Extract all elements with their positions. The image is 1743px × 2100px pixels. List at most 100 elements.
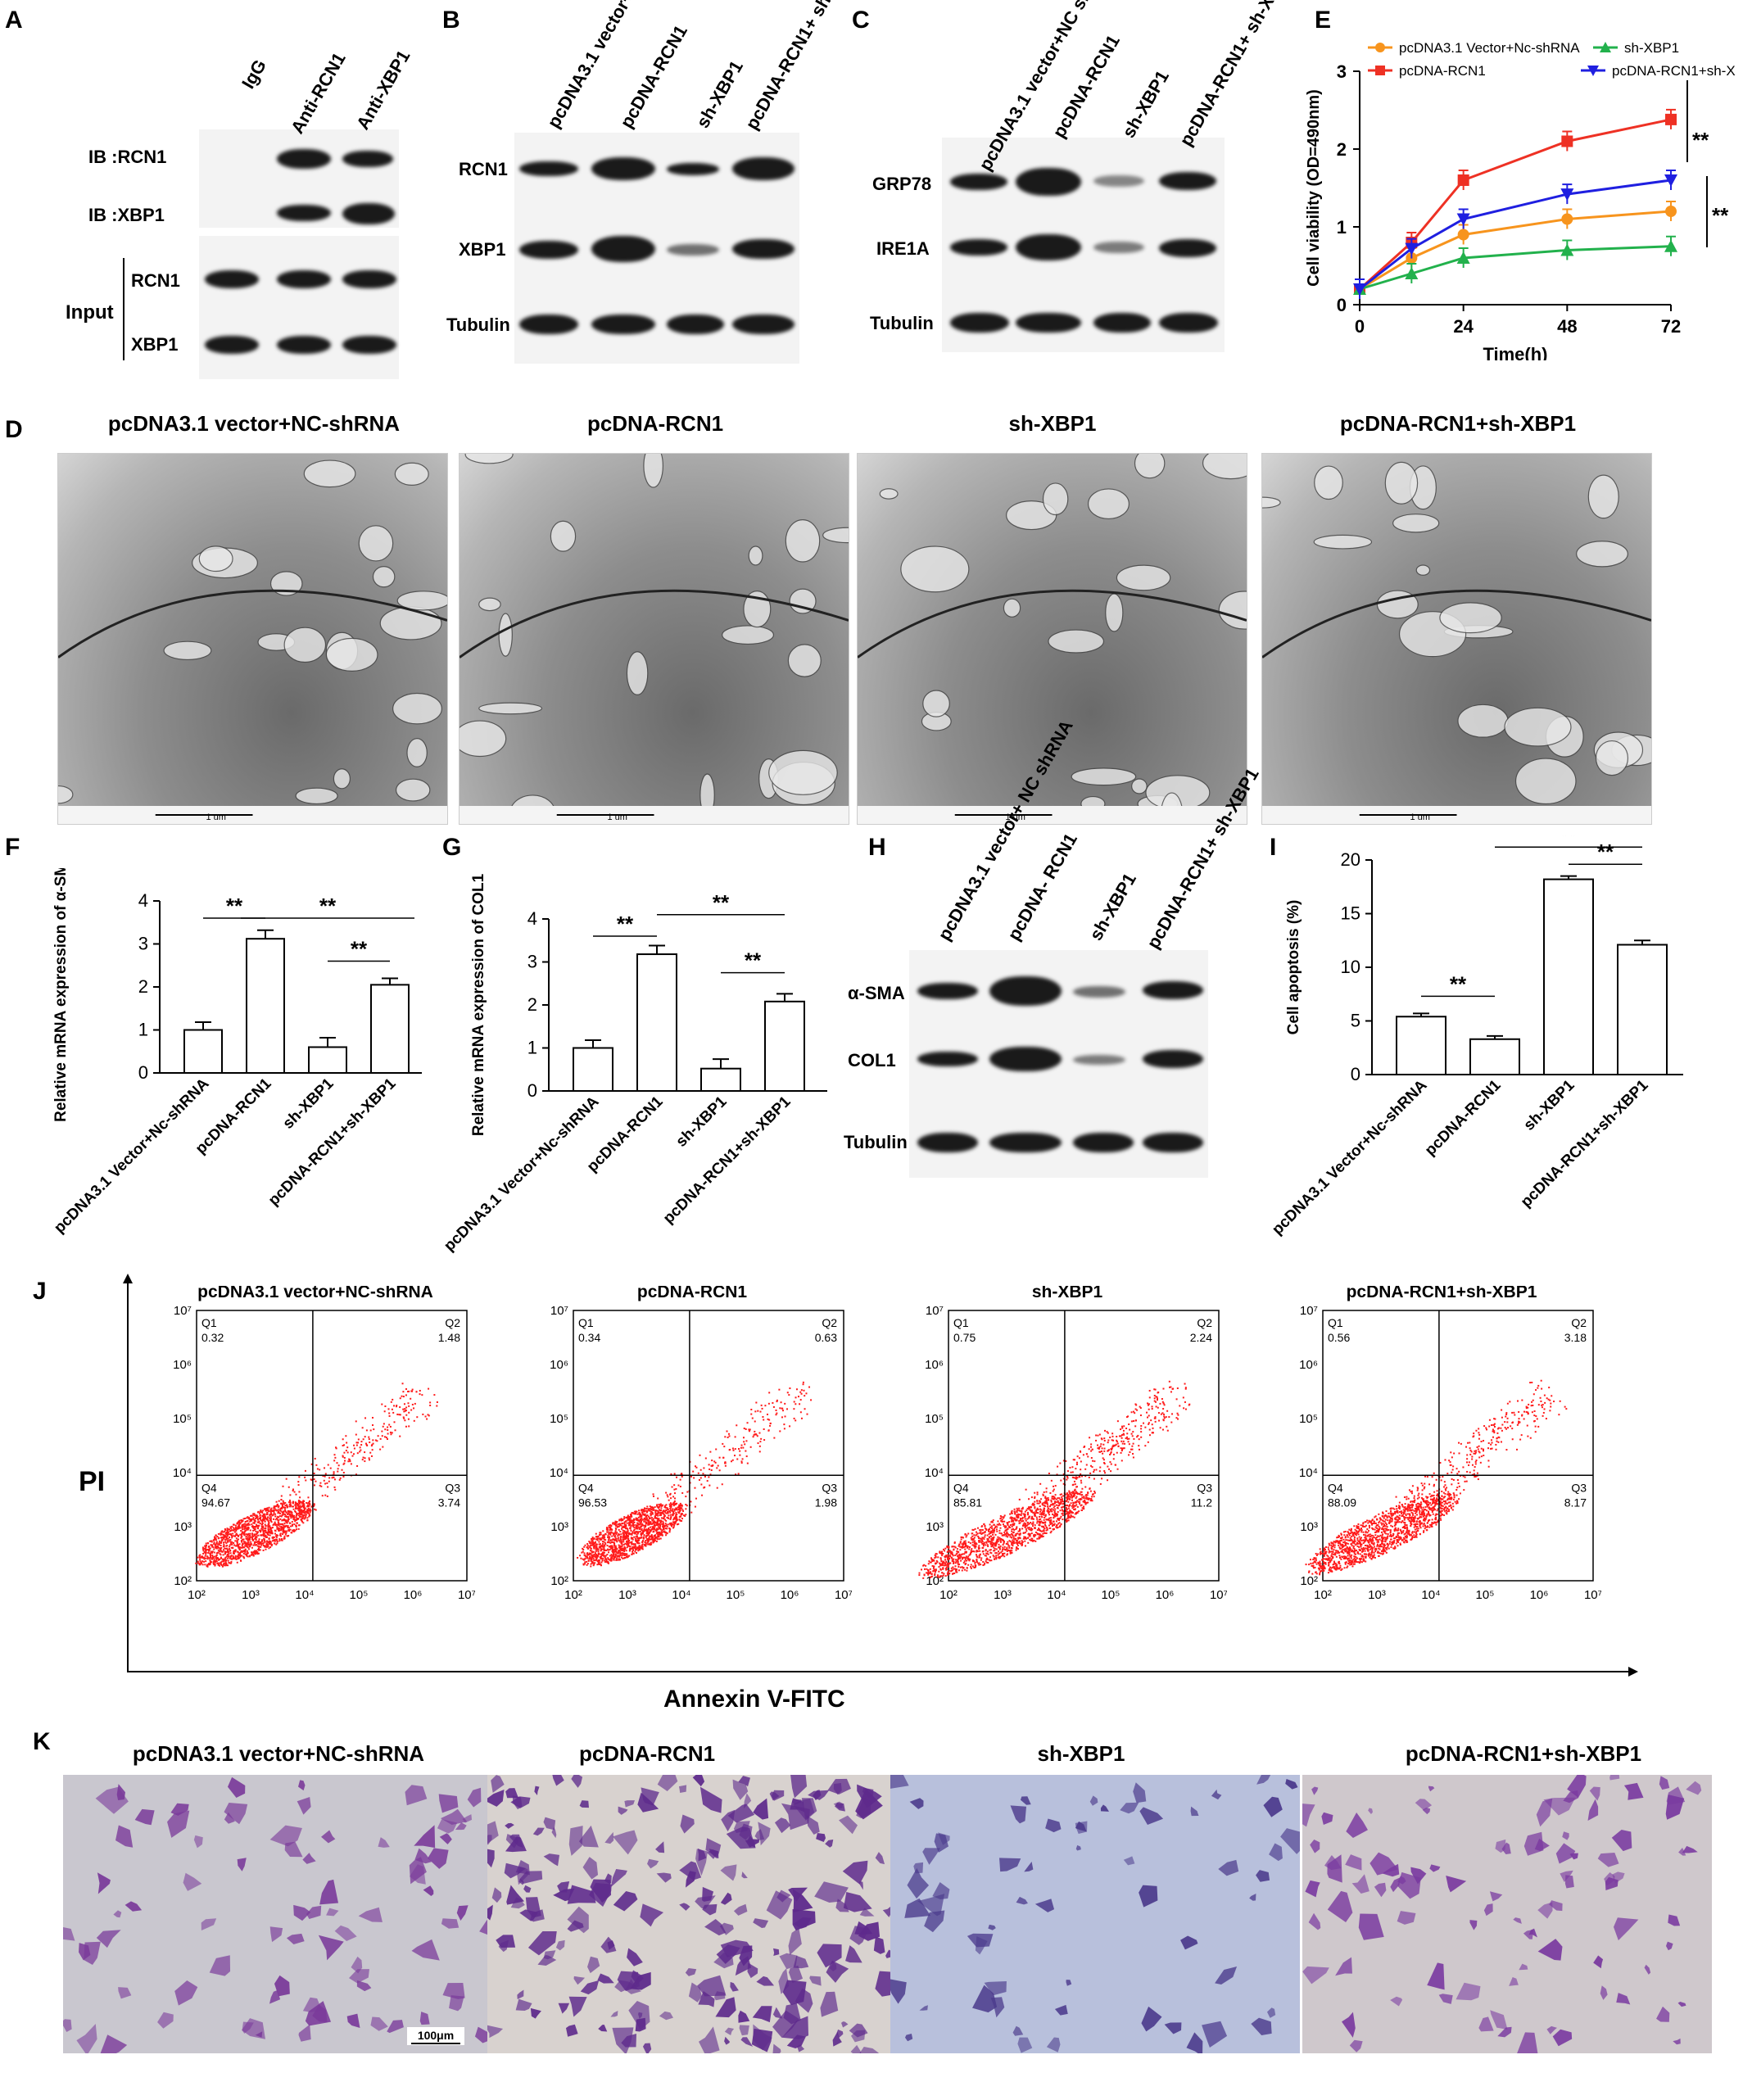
flow-dot [776, 1401, 778, 1403]
flow-dot [288, 1499, 291, 1501]
flow-dot [629, 1527, 632, 1530]
flow-dot [1065, 1509, 1067, 1512]
flow-dot [674, 1522, 677, 1524]
flow-dot [636, 1533, 638, 1536]
flow-dot [1034, 1531, 1037, 1533]
flow-dot [1053, 1517, 1055, 1519]
flow-dot [926, 1568, 928, 1570]
flow-dot [960, 1538, 962, 1541]
flow-dot [1028, 1506, 1030, 1509]
flow-dot [345, 1435, 347, 1437]
flow-dot [655, 1514, 658, 1517]
x-tick-label: 48 [1557, 316, 1577, 337]
significance-label: ** [1560, 835, 1578, 847]
flow-dot [1007, 1553, 1009, 1555]
flow-dot [951, 1551, 953, 1554]
flow-dot [213, 1548, 215, 1550]
flow-dot [928, 1560, 930, 1563]
flow-dot [396, 1413, 399, 1415]
flow-dot [608, 1541, 610, 1544]
flow-dot [285, 1521, 287, 1523]
flow-dot [681, 1505, 683, 1507]
flow-dot [999, 1540, 1002, 1542]
flow-dot [1007, 1536, 1009, 1538]
flow-dot [953, 1558, 955, 1560]
flow-dot [636, 1552, 638, 1555]
flow-dot [646, 1509, 649, 1512]
flow-dot [591, 1540, 593, 1542]
flow-dot [333, 1478, 336, 1481]
flow-dot [218, 1537, 220, 1539]
flow-dot [680, 1473, 682, 1476]
flow-dot [256, 1527, 259, 1529]
panel-label-f: F [5, 834, 20, 861]
j-ylabel: PI [79, 1466, 106, 1497]
flow-dot [641, 1537, 643, 1539]
row-label-h-2: Tubulin [844, 1132, 908, 1152]
flow-dot [679, 1478, 681, 1481]
flow-dot [608, 1558, 610, 1560]
flow-dot [658, 1538, 660, 1541]
flow-dot [1030, 1522, 1032, 1524]
flow-dot [278, 1519, 280, 1522]
flow-dot [1001, 1548, 1003, 1550]
flow-dot [623, 1522, 626, 1524]
x-tick-label: 24 [1453, 316, 1474, 337]
flow-dot [304, 1469, 306, 1472]
flow-dot [247, 1542, 249, 1545]
flow-dot [288, 1522, 291, 1524]
flow-dot [257, 1549, 260, 1551]
flow-dot [650, 1526, 652, 1528]
flow-dot [605, 1527, 608, 1529]
flow-dot [699, 1477, 702, 1479]
flow-dot [718, 1469, 721, 1472]
flow-dot [583, 1546, 586, 1548]
flow-dot [660, 1509, 663, 1511]
flow-dot [215, 1542, 218, 1545]
flow-dot [279, 1532, 282, 1535]
flow-dot [229, 1550, 232, 1552]
flow-dot [647, 1541, 650, 1543]
flow-dot [224, 1563, 227, 1565]
tem-vesicle [1595, 740, 1629, 776]
flow-dot [637, 1523, 640, 1526]
flow-dot [598, 1563, 600, 1565]
flow-dot [600, 1538, 602, 1541]
flow-dot [1071, 1492, 1074, 1495]
flow-dot [752, 1436, 754, 1438]
flow-dot [1034, 1513, 1036, 1515]
flow-dot [958, 1558, 960, 1560]
flow-dot [990, 1546, 993, 1548]
flow-dot [1011, 1512, 1013, 1514]
flow-dot [1039, 1508, 1042, 1510]
flow-dot [436, 1401, 438, 1403]
flow-dot [679, 1485, 681, 1487]
flow-dot [995, 1558, 998, 1560]
flow-dot [211, 1561, 213, 1564]
flow-dot [982, 1545, 985, 1547]
flow-dot [1069, 1496, 1071, 1499]
tem-vesicle [1439, 602, 1502, 634]
flow-dot [1042, 1522, 1044, 1524]
flow-dot [997, 1539, 999, 1541]
flow-dot [405, 1387, 407, 1390]
flow-dot [292, 1490, 294, 1492]
flow-dot [996, 1530, 998, 1532]
flow-dot [623, 1553, 626, 1555]
flow-dot [970, 1550, 972, 1552]
legend-marker [1375, 43, 1385, 52]
flow-dot [959, 1541, 962, 1544]
y-tick-label: 4 [527, 908, 537, 929]
flow-dot [998, 1546, 1000, 1548]
flow-dot [939, 1552, 941, 1555]
flow-dot [209, 1547, 211, 1550]
flow-dot [619, 1537, 622, 1540]
flow-dot [223, 1559, 225, 1562]
flow-dot [235, 1545, 238, 1547]
flow-dot [604, 1541, 606, 1544]
flow-dot [236, 1541, 238, 1543]
band [1143, 1050, 1203, 1068]
flow-dot [930, 1573, 933, 1575]
flow-dot [709, 1468, 711, 1470]
flow-dot [237, 1538, 239, 1541]
